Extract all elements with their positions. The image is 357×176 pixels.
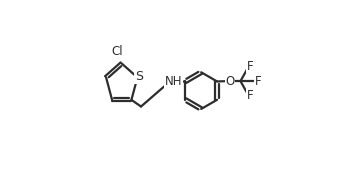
Text: F: F: [247, 60, 253, 73]
Text: O: O: [226, 75, 235, 88]
Text: F: F: [247, 89, 253, 102]
Text: F: F: [255, 75, 261, 88]
Text: NH: NH: [165, 75, 182, 88]
Text: Cl: Cl: [111, 45, 123, 58]
Text: S: S: [135, 70, 143, 83]
